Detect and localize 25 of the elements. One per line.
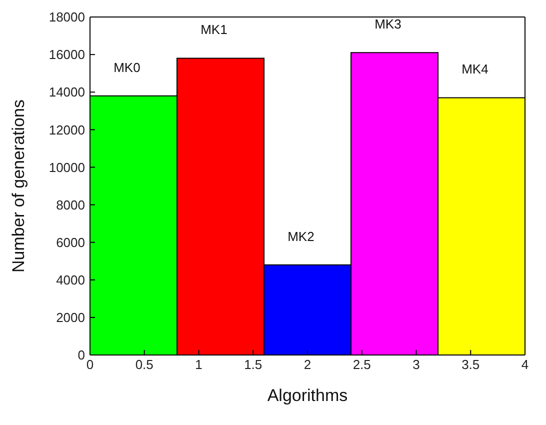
- annotation: MK2: [288, 228, 314, 244]
- annotation: MK1: [200, 22, 228, 38]
- y-tick-label: 14000: [48, 84, 85, 100]
- annotation: MK4: [462, 62, 488, 77]
- x-tick-label: 1: [195, 357, 202, 372]
- y-axis-title: Number of generations: [9, 100, 28, 272]
- y-tick-label: 4000: [56, 272, 85, 288]
- y-tick-label: 8000: [56, 197, 85, 212]
- x-axis-title: Algorithms: [267, 386, 348, 405]
- annotation: MK0: [114, 60, 140, 75]
- y-tick-label: 6000: [56, 234, 85, 250]
- x-tick-label: 2.5: [352, 357, 371, 372]
- x-tick-label: 4: [521, 357, 529, 372]
- x-tick-label: 2: [304, 357, 312, 372]
- y-tick-label: 18000: [48, 10, 85, 25]
- x-tick-label: 3.5: [462, 357, 480, 372]
- y-tick-label: 12000: [48, 122, 85, 138]
- x-tick-label: 0.5: [135, 357, 154, 372]
- x-tick-label: 1.5: [244, 357, 262, 372]
- y-tick-label: 0: [78, 348, 85, 363]
- x-tick-label: 3: [412, 357, 420, 372]
- y-tick-label: 2000: [56, 310, 85, 326]
- y-tick-label: 16000: [48, 47, 85, 62]
- y-tick-label: 10000: [48, 160, 85, 175]
- annotation: MK3: [374, 16, 402, 32]
